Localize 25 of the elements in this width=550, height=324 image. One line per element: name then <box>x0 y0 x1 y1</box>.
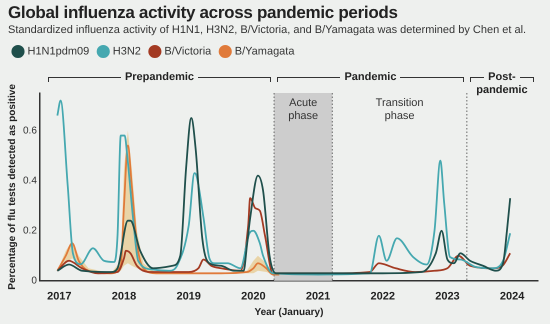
y-tick-label: 0.6 <box>22 125 38 136</box>
x-axis-title: Year (January) <box>254 306 324 318</box>
x-tick-label: 2022 <box>370 290 395 302</box>
x-tick-label: 2019 <box>176 290 201 302</box>
x-tick-label: 2024 <box>500 290 526 302</box>
annotation: Transition phase <box>376 97 424 122</box>
x-tick-label: 2021 <box>306 290 330 302</box>
chart-title: Global influenza activity across pandemic periods <box>8 3 399 23</box>
y-tick-label: 0.2 <box>22 225 38 236</box>
legend-label: H1N1pdm09 <box>28 46 90 58</box>
legend-label: H3N2 <box>112 46 141 58</box>
y-tick-label: 0.4 <box>22 175 38 186</box>
annotation: Post-pandemic <box>476 71 528 96</box>
x-tick-label: 2018 <box>112 290 136 302</box>
x-tick-label: 2017 <box>47 290 72 302</box>
text: Prepandemic <box>124 71 194 84</box>
legend-label: B/Yamagata <box>234 46 296 58</box>
x-tick-label: 2020 <box>241 290 266 302</box>
text: Pandemic <box>344 71 396 84</box>
x-tick-label: 2023 <box>435 290 460 302</box>
chart-subtitle: Standardized influenza activity of H1N1, H3N2, B/Victoria, and B/Yamagata was determined by Chen et al. <box>8 24 528 36</box>
legend-label: B/Victoria <box>164 46 212 58</box>
y-axis-title: Percentage of flu tests detected as positive <box>6 84 18 290</box>
band-label: Acute phase <box>288 97 318 122</box>
y-tick-label: 0 <box>31 276 38 287</box>
